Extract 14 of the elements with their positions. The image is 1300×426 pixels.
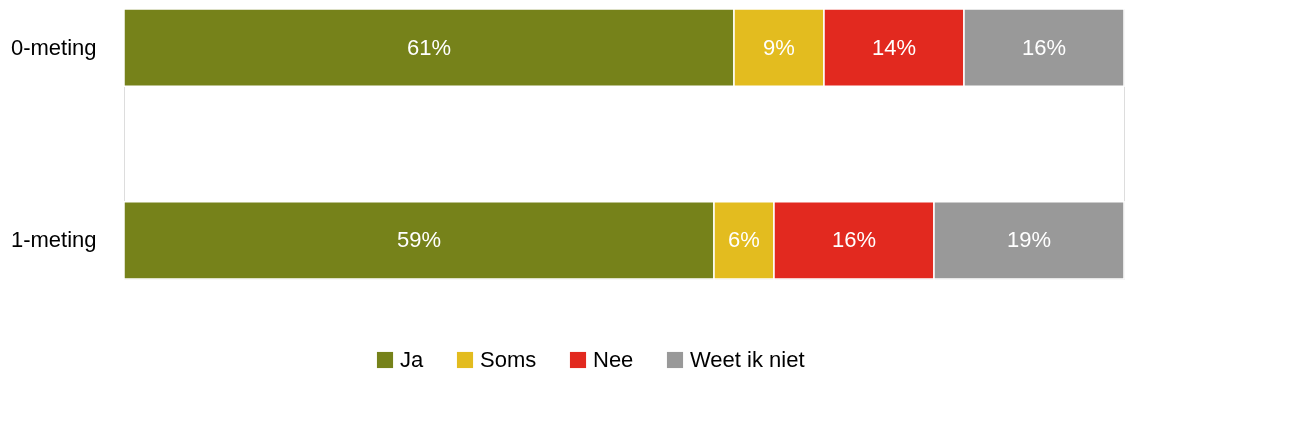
legend-label: Nee (593, 347, 634, 372)
data-label: 59% (396, 227, 442, 253)
legend-label: Soms (480, 347, 537, 372)
data-label: 16% (1021, 34, 1067, 60)
data-label: 61% (406, 34, 452, 60)
y-tick-label: 0-meting (10, 34, 97, 60)
legend-label: Weet ik niet (690, 347, 805, 372)
data-label: 19% (1006, 227, 1052, 253)
y-tick-label: 1-meting (10, 227, 97, 253)
legend-label: Ja (400, 347, 424, 372)
data-label: 9% (763, 34, 795, 60)
data-label: 16% (831, 227, 877, 253)
data-label: 6% (728, 227, 760, 253)
data-label: 14% (871, 34, 917, 60)
